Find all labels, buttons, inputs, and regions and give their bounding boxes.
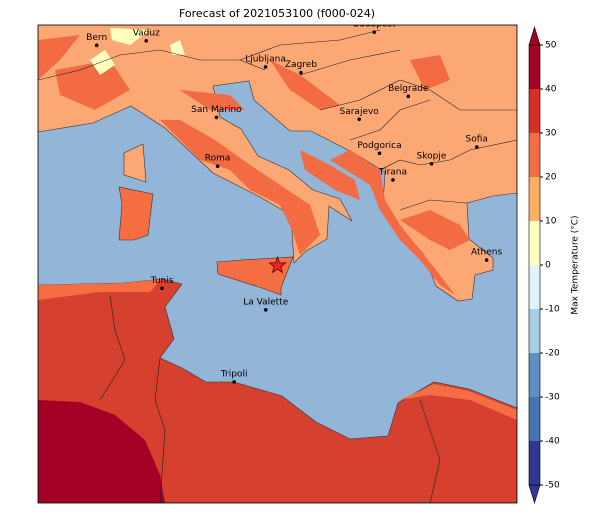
city-label: Belgrade — [388, 84, 429, 94]
city-marker — [160, 286, 164, 291]
colorbar-tick-label: -30 — [545, 393, 560, 403]
map-frame — [37, 24, 518, 504]
land-europe — [38, 25, 517, 302]
city-label: Budapest — [353, 20, 396, 30]
colorbar-tick-label: -40 — [545, 437, 560, 447]
city-label: Roma — [205, 154, 231, 164]
city-label: Skopje — [417, 151, 447, 161]
colorbar-tick-label: 10 — [545, 217, 557, 227]
city-label: Vaduz — [133, 28, 160, 38]
city-marker — [263, 65, 268, 69]
city-marker — [429, 162, 434, 166]
colorbar-extend-top — [528, 25, 541, 46]
colorbar-segment — [529, 177, 540, 221]
colorbar-tick-label: -10 — [545, 305, 560, 315]
city-label: Tunis — [150, 276, 174, 286]
city-marker — [144, 38, 149, 43]
city-marker — [391, 178, 395, 182]
city-marker — [377, 151, 382, 156]
city-marker — [357, 117, 361, 122]
city-label: Bern — [86, 33, 107, 43]
title: Forecast of 2021053100 (f000-024) — [179, 7, 375, 20]
colorbar-segment — [529, 353, 540, 397]
city-label: Tirana — [378, 167, 407, 177]
city-marker — [474, 145, 479, 149]
city-label: Athens — [471, 248, 502, 258]
colorbar: -50 -40 -30 -20 -10 0 10 20 30 40 50 Max Temperatur… — [528, 25, 581, 505]
colorbar-segment — [529, 309, 540, 353]
city-label: San Marino — [191, 105, 242, 115]
land-africa — [38, 278, 517, 503]
city-label: Podgorica — [357, 141, 401, 151]
colorbar-tick-label: -50 — [545, 481, 560, 491]
city-marker — [263, 308, 268, 312]
colorbar-segment — [529, 133, 540, 177]
colorbar-segment — [529, 45, 540, 89]
colorbar-tick-label: -20 — [545, 349, 560, 359]
city-marker — [215, 164, 220, 169]
land-warm — [38, 35, 470, 295]
colorbar-segment — [529, 89, 540, 133]
city-label: Zagreb — [285, 60, 317, 70]
colorbar-segment — [529, 265, 540, 309]
star-marker — [268, 255, 287, 274]
land-africa-coast — [38, 279, 517, 420]
corsica — [123, 143, 147, 183]
colorbar-extend-bottom — [528, 484, 541, 505]
city-marker — [214, 115, 219, 120]
colorbar-label: Max Temperature (°C) — [571, 215, 581, 314]
city-marker — [232, 380, 236, 384]
city-label: Sarajevo — [340, 107, 380, 117]
colorbar-tick-label: 20 — [545, 173, 557, 183]
city-label: Tripoli — [220, 369, 248, 379]
colorbar-tick-label: 0 — [545, 261, 551, 271]
city-label: Sofia — [466, 135, 488, 145]
colorbar-tick-label: 30 — [545, 129, 557, 139]
city-marker — [94, 43, 99, 48]
sardinia — [118, 186, 154, 241]
colorbar-segment — [529, 221, 540, 265]
colorbar-segment — [529, 397, 540, 441]
land-cool — [90, 28, 185, 75]
city-marker — [299, 70, 303, 75]
colorbar-segment — [529, 441, 540, 485]
colorbar-tick-label: 50 — [545, 41, 557, 51]
land-hot — [38, 400, 165, 503]
borders — [38, 29, 517, 503]
city-label: Ljubljana — [245, 54, 286, 64]
city-label: La Valette — [243, 297, 288, 307]
city-marker — [406, 94, 411, 99]
city-marker — [484, 258, 489, 262]
city-marker — [372, 30, 377, 34]
colorbar-tick-label: 40 — [545, 85, 557, 95]
